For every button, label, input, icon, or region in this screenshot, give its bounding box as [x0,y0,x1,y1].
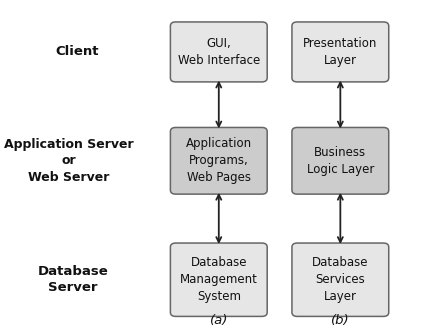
Text: Client: Client [56,46,99,58]
Text: Database
Server: Database Server [38,265,108,294]
Text: Database
Services
Layer: Database Services Layer [312,256,369,303]
Text: Presentation
Layer: Presentation Layer [303,37,377,67]
FancyBboxPatch shape [171,128,267,194]
FancyBboxPatch shape [171,243,267,316]
Text: Database
Management
System: Database Management System [180,256,258,303]
Text: Application
Programs,
Web Pages: Application Programs, Web Pages [186,137,252,184]
FancyBboxPatch shape [292,128,389,194]
Text: GUI,
Web Interface: GUI, Web Interface [178,37,260,67]
FancyBboxPatch shape [292,243,389,316]
Text: Application Server
or
Web Server: Application Server or Web Server [4,138,133,184]
Text: Business
Logic Layer: Business Logic Layer [307,146,374,176]
Text: (b): (b) [331,314,350,327]
Text: (a): (a) [210,314,228,327]
FancyBboxPatch shape [292,22,389,82]
FancyBboxPatch shape [171,22,267,82]
